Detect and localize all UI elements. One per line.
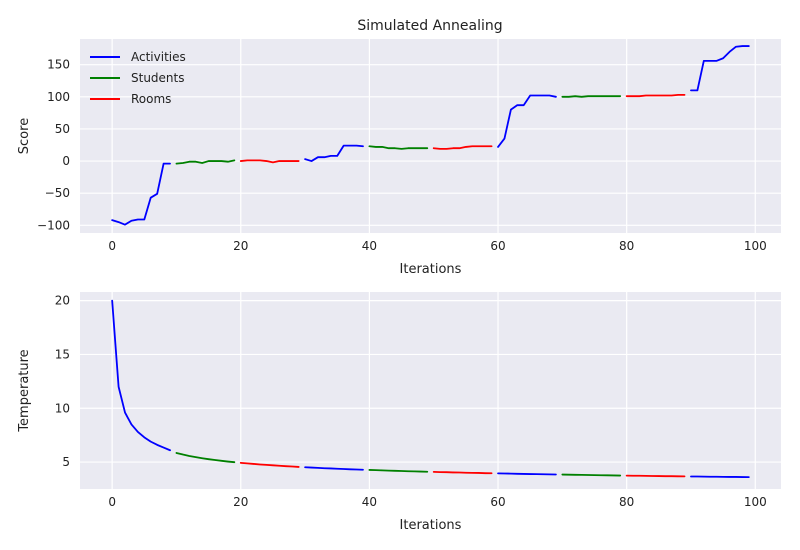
y-tick-label: 10: [55, 401, 70, 415]
x-tick-label: 0: [108, 495, 116, 509]
series-line-rooms: [432, 145, 493, 150]
series-line-rooms: [239, 461, 300, 468]
series-line-activities: [497, 472, 557, 476]
series-line-activities: [497, 94, 557, 148]
y-tick-label: −50: [45, 186, 70, 200]
x-tick-label: 80: [619, 239, 634, 253]
series-line-rooms: [432, 470, 493, 475]
series-line-activities: [690, 475, 750, 479]
y-tick-label: 5: [62, 455, 70, 469]
series-line-rooms: [625, 93, 686, 98]
y-tick-label: 50: [55, 122, 70, 136]
series-line-students: [561, 473, 622, 477]
series-line-activities: [111, 299, 171, 452]
chart-panel-2: 0 20 40 60 80 100 5 10 15 20 Iterations Temperature: [17, 292, 781, 533]
y-tick-label: −100: [37, 218, 70, 232]
x-tick-label: 80: [619, 495, 634, 509]
series-line-activities: [304, 144, 364, 162]
chart-panels: 0 20 40 60 80 100−100−50050100150IterationsSc…: [17, 39, 781, 533]
legend-label-activities: Activities: [131, 50, 186, 64]
series-line-rooms: [239, 159, 300, 164]
y-tick-label: 0: [62, 154, 70, 168]
legend-label-rooms: Rooms: [131, 92, 171, 106]
y-tick-label: 15: [55, 347, 70, 361]
x-tick-label: 20: [233, 495, 248, 509]
y-tick-label: 20: [55, 294, 70, 308]
plot-area: [80, 292, 781, 489]
series-line-activities: [690, 45, 750, 92]
y-tick-label: 100: [47, 90, 70, 104]
chart-title: Simulated Annealing: [357, 18, 502, 34]
legend-label-students: Students: [131, 71, 185, 85]
series-line-students: [368, 469, 429, 473]
x-tick-label: 20: [233, 239, 248, 253]
series-line-rooms: [625, 474, 686, 478]
series-line-students: [175, 159, 236, 165]
y-tick-label: 150: [47, 58, 70, 72]
x-tick-label: 0: [108, 239, 116, 253]
series-line-students: [561, 95, 622, 98]
x-tick-label: 100: [744, 239, 767, 253]
x-tick-label: 60: [490, 239, 505, 253]
x-tick-label: 40: [362, 495, 377, 509]
y-axis-label: Temperature: [17, 349, 32, 432]
x-axis-label: Iterations: [400, 518, 462, 533]
chart-panel-1: 0 20 40 60 80 100 −100 −50 0 50 100 150 Iterations Sc…: [17, 39, 781, 277]
x-tick-label: 100: [744, 495, 767, 509]
x-tick-label: 60: [490, 495, 505, 509]
series-line-students: [368, 145, 429, 150]
series-line-activities: [111, 162, 171, 226]
series-line-students: [175, 452, 236, 464]
x-axis-label: Iterations: [400, 262, 462, 277]
x-tick-label: 40: [362, 239, 377, 253]
legend: Activities Students Rooms: [90, 50, 186, 106]
y-axis-label: Score: [17, 118, 32, 154]
plot-area: [80, 39, 781, 233]
series-line-activities: [304, 466, 364, 471]
